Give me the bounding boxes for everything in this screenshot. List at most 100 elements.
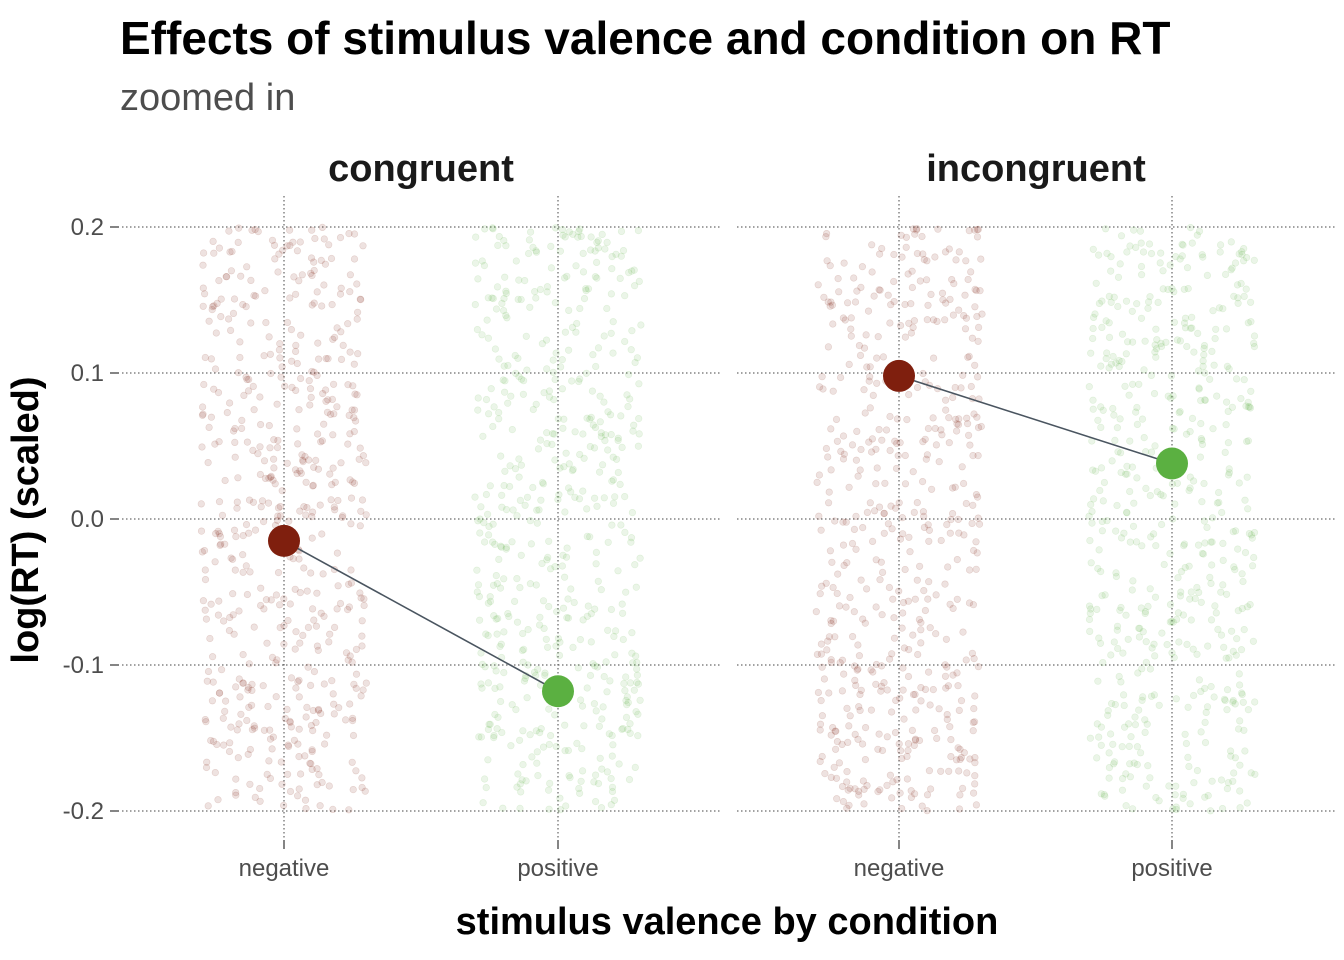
raw-point — [886, 412, 894, 421]
raw-point — [632, 652, 640, 660]
raw-point — [513, 783, 521, 791]
raw-point — [220, 617, 228, 625]
raw-point — [307, 569, 315, 577]
raw-point — [971, 753, 979, 762]
raw-point — [274, 436, 282, 445]
raw-point — [239, 679, 247, 687]
raw-point — [1186, 484, 1194, 492]
y-tick-label: 0.1 — [71, 360, 104, 387]
raw-point — [608, 787, 617, 796]
raw-point — [611, 627, 620, 635]
raw-point — [338, 513, 346, 522]
raw-point — [869, 391, 877, 400]
raw-point — [1188, 414, 1197, 423]
raw-point — [266, 726, 274, 734]
raw-point — [281, 382, 289, 390]
raw-point — [299, 631, 307, 640]
raw-point — [344, 381, 352, 389]
raw-point — [1245, 529, 1253, 538]
raw-point — [264, 702, 272, 711]
raw-point — [269, 476, 277, 484]
raw-point — [1221, 448, 1229, 457]
raw-point — [223, 409, 231, 417]
raw-point — [929, 354, 938, 362]
raw-point — [218, 511, 227, 519]
raw-point — [597, 586, 605, 594]
raw-point — [500, 628, 508, 636]
raw-point — [481, 225, 489, 233]
raw-point — [496, 584, 505, 592]
raw-point — [547, 264, 556, 272]
raw-point — [852, 456, 861, 464]
raw-point — [887, 502, 895, 510]
raw-point — [973, 413, 981, 421]
raw-point — [218, 666, 226, 674]
raw-point — [607, 431, 615, 439]
raw-point — [320, 420, 328, 428]
raw-point — [633, 354, 642, 362]
raw-point — [829, 387, 837, 395]
raw-point — [816, 757, 824, 766]
raw-point — [873, 354, 881, 362]
raw-point — [1146, 585, 1154, 593]
raw-point — [842, 518, 850, 526]
raw-point — [260, 352, 268, 360]
raw-point — [513, 618, 522, 626]
raw-point — [1184, 753, 1192, 762]
raw-point — [1176, 255, 1184, 263]
raw-point — [352, 417, 360, 425]
raw-point — [270, 241, 279, 249]
raw-point — [348, 406, 356, 414]
raw-point — [476, 529, 484, 537]
raw-point — [293, 359, 301, 368]
raw-point — [495, 415, 503, 423]
raw-point — [941, 672, 950, 680]
raw-point — [1152, 325, 1160, 333]
raw-point — [1107, 360, 1115, 368]
raw-point — [949, 671, 957, 679]
raw-point — [853, 427, 861, 436]
raw-point — [344, 656, 352, 664]
raw-point — [938, 431, 946, 439]
raw-point — [570, 598, 578, 607]
raw-point — [362, 511, 370, 519]
raw-point — [1238, 248, 1246, 256]
raw-point — [479, 432, 487, 440]
raw-point — [876, 576, 884, 584]
raw-point — [637, 321, 645, 329]
raw-point — [1087, 559, 1095, 567]
raw-point — [260, 457, 269, 465]
raw-point — [349, 731, 358, 740]
raw-point — [1167, 394, 1175, 402]
raw-point — [339, 341, 347, 350]
raw-point — [357, 296, 365, 304]
raw-point — [489, 538, 497, 546]
raw-point — [833, 437, 842, 445]
raw-point — [831, 727, 839, 735]
raw-point — [337, 284, 345, 292]
raw-point — [1141, 716, 1149, 724]
raw-point — [250, 291, 258, 300]
raw-point — [904, 597, 913, 605]
raw-point — [893, 439, 901, 448]
raw-point — [1236, 761, 1244, 769]
raw-point — [1154, 298, 1162, 307]
raw-point — [909, 323, 917, 332]
raw-point — [924, 668, 933, 676]
raw-point — [860, 344, 869, 352]
raw-point — [249, 498, 257, 506]
raw-point — [1219, 556, 1227, 565]
raw-point — [955, 767, 963, 775]
raw-point — [311, 234, 319, 243]
raw-point — [215, 597, 223, 605]
raw-point — [1203, 271, 1211, 280]
strip-label-congruent: congruent — [328, 148, 514, 190]
raw-point — [561, 328, 570, 336]
raw-point — [479, 799, 487, 807]
raw-point — [358, 774, 366, 782]
raw-point — [199, 410, 207, 418]
raw-point — [244, 683, 252, 692]
raw-point — [545, 805, 553, 813]
raw-point — [1199, 550, 1207, 558]
raw-point — [514, 770, 522, 778]
